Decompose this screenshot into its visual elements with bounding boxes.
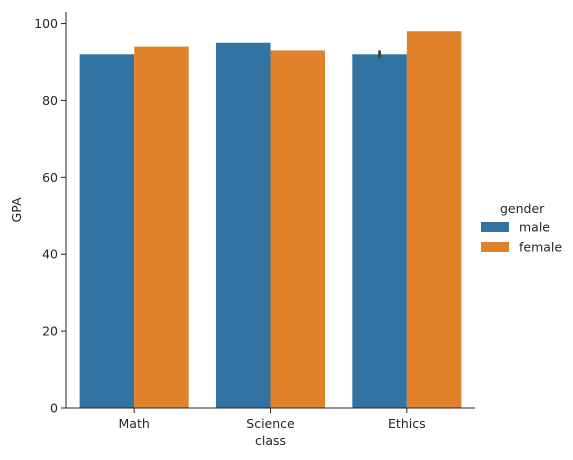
x-tick-label: Science xyxy=(246,416,295,431)
bar-female-math xyxy=(134,46,189,409)
y-tick-label: 20 xyxy=(42,324,58,339)
bar-male-math xyxy=(79,54,135,409)
bar-female-science xyxy=(270,50,326,409)
x-axis-label: class xyxy=(255,433,286,448)
y-axis-label: GPA xyxy=(9,197,24,222)
y-tick-label: 100 xyxy=(34,16,58,31)
bar-male-science xyxy=(215,42,271,408)
y-tick-label: 0 xyxy=(50,401,58,416)
legend: gender male female xyxy=(481,201,562,255)
x-ticks-group: Math Science Ethics xyxy=(119,408,426,431)
legend-swatch-male xyxy=(481,222,509,232)
legend-label-female: female xyxy=(519,240,562,255)
legend-label-male: male xyxy=(519,220,550,235)
legend-title: gender xyxy=(500,201,545,216)
bar-female-ethics xyxy=(406,31,462,409)
x-tick-label: Math xyxy=(119,416,150,431)
bars-group xyxy=(79,31,462,409)
y-tick-label: 40 xyxy=(42,247,58,262)
legend-swatch-female xyxy=(481,242,509,252)
y-tick-label: 60 xyxy=(42,170,58,185)
bar-male-ethics xyxy=(352,54,407,409)
x-tick-label: Ethics xyxy=(388,416,426,431)
y-ticks-group: 0 20 40 60 80 100 xyxy=(34,16,66,416)
y-tick-label: 80 xyxy=(42,93,58,108)
